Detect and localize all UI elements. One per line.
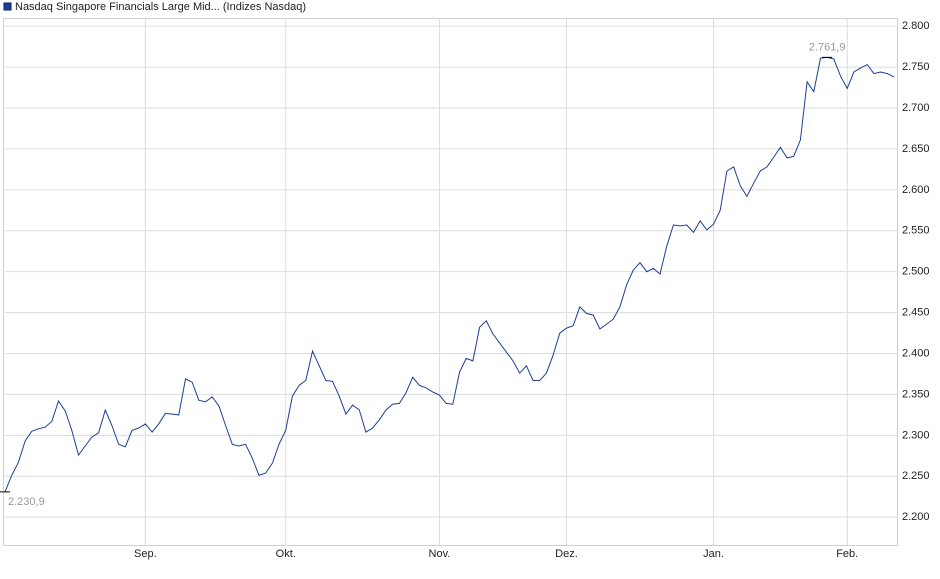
value-label: 2.761,9 bbox=[809, 41, 846, 53]
x-tick-label: Okt. bbox=[276, 548, 296, 560]
y-tick-label: 2.400 bbox=[902, 347, 930, 359]
legend-label: Nasdaq Singapore Financials Large Mid...… bbox=[15, 1, 306, 13]
x-tick-label: Sep. bbox=[134, 548, 157, 560]
y-tick-label: 2.500 bbox=[902, 266, 930, 278]
y-tick-label: 2.250 bbox=[902, 470, 930, 482]
y-tick-label: 2.800 bbox=[902, 20, 930, 32]
y-tick-label: 2.200 bbox=[902, 511, 930, 523]
y-tick-label: 2.700 bbox=[902, 102, 930, 114]
y-tick-label: 2.650 bbox=[902, 143, 930, 155]
x-tick-label: Feb. bbox=[836, 548, 858, 560]
y-tick-label: 2.600 bbox=[902, 184, 930, 196]
x-tick-label: Jan. bbox=[703, 548, 724, 560]
value-label: 2.230,9 bbox=[8, 496, 45, 508]
x-tick-label: Dez. bbox=[555, 548, 578, 560]
plot-frame bbox=[3, 18, 898, 546]
y-tick-label: 2.450 bbox=[902, 307, 930, 319]
y-tick-label: 2.300 bbox=[902, 429, 930, 441]
y-tick-label: 2.750 bbox=[902, 61, 930, 73]
x-tick-label: Nov. bbox=[429, 548, 451, 560]
y-tick-label: 2.350 bbox=[902, 388, 930, 400]
line-series bbox=[4, 56, 895, 493]
y-tick-label: 2.550 bbox=[902, 225, 930, 237]
legend-swatch bbox=[3, 2, 12, 11]
